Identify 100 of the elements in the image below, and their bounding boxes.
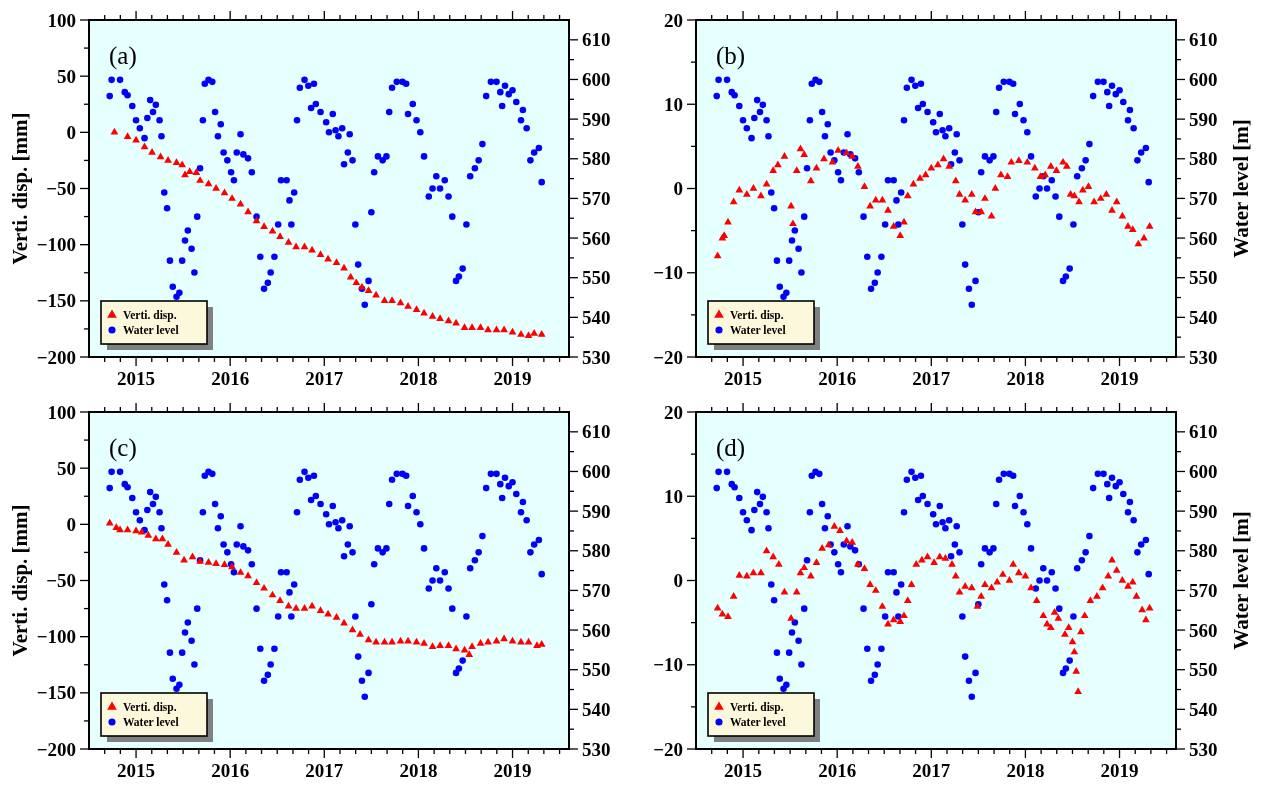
y2-tick-label: 550 [582,659,611,681]
point [412,637,421,645]
x-tick-label: 2019 [1100,368,1139,389]
x-tick-label: 2015 [724,760,763,781]
point [476,323,485,331]
point [444,641,453,648]
y-tick-label: 100 [47,9,76,31]
point [380,637,389,645]
point [436,314,444,322]
y-tick-label: 50 [57,65,76,87]
y2-tick-label: 610 [1189,29,1218,51]
y-axis-title: Verti. disp. [mm] [8,504,32,657]
point [436,641,444,648]
point [180,555,188,563]
y-tick-label: −200 [36,738,76,760]
y2-tick-label: 550 [1189,659,1218,681]
point [276,232,284,240]
point [468,323,476,331]
legend-label: Verti. disp. [730,309,784,323]
y2-tick-label: 600 [582,69,611,91]
point [158,534,167,542]
point [212,559,220,566]
point [244,571,252,579]
point [172,547,181,555]
x-tick-label: 2016 [818,368,857,389]
y2-tick-label: 580 [1189,540,1218,562]
y2-tick-label: 530 [1189,738,1218,760]
x-tick-label: 2016 [211,368,250,389]
point [476,638,485,646]
y2-tick-label: 610 [582,29,611,51]
point [172,158,181,165]
legend-label: Verti. disp. [123,701,177,715]
point [352,278,361,286]
point [156,152,165,160]
y2-tick-label: 590 [1189,108,1218,130]
x-tick-label: 2017 [912,760,951,781]
y-tick-label: 10 [664,485,683,507]
y2-tick-label: 540 [1189,307,1218,328]
y-tick-label: −150 [36,682,76,704]
point [260,222,268,229]
point [110,127,119,135]
point [220,560,229,568]
y-tick-label: 0 [66,513,76,535]
point [316,250,325,258]
y-tick-label: 0 [673,570,683,592]
point [268,226,277,234]
x-tick-label: 2017 [305,760,344,781]
point [404,301,412,309]
point [228,194,236,201]
x-tick-label: 2018 [1006,760,1045,781]
point [324,254,332,262]
point [452,318,460,326]
y-tick-label: −10 [653,262,683,284]
point [465,650,474,657]
point [428,642,437,650]
point [140,142,149,150]
point [151,534,160,542]
x-tick-label: 2016 [211,760,250,781]
y2-tick-label: 530 [1189,346,1218,368]
point [123,132,132,140]
point [252,578,261,585]
point [164,540,172,547]
y-tick-label: −100 [36,626,76,648]
annotation: (b) [716,42,746,70]
y-tick-label: −50 [46,178,76,200]
y-tick-label: −20 [653,346,683,368]
y2-tick-label: 590 [582,500,611,522]
y-tick-label: 0 [673,178,683,200]
x-tick-label: 2018 [399,368,438,389]
y-tick-label: −100 [36,234,76,256]
x-tick-label: 2015 [117,368,156,389]
y2-axis-title: Water level [m] [1229,119,1253,258]
y-tick-label: −50 [46,570,76,592]
y2-tick-label: 610 [1189,421,1218,443]
y2-tick-label: 580 [1189,148,1218,170]
point [348,625,357,633]
point [300,242,309,250]
point [508,327,517,335]
x-tick-label: 2019 [493,368,532,389]
y2-tick-label: 540 [582,307,611,328]
x-tick-label: 2018 [399,760,438,781]
y-tick-label: 0 [66,121,76,143]
point [492,325,501,333]
y2-tick-label: 560 [582,227,611,249]
y2-tick-label: 550 [1189,267,1218,289]
point [308,245,316,253]
point [284,237,293,245]
annotation: (c) [109,434,137,462]
y2-tick-label: 570 [582,580,611,602]
point [188,552,197,560]
y-tick-label: −10 [653,654,683,676]
point [332,258,341,265]
point [460,323,469,331]
y2-tick-label: 540 [582,699,611,720]
point [468,642,476,650]
y-tick-label: 100 [47,401,76,423]
point [364,286,373,293]
y2-tick-label: 540 [1189,699,1218,720]
point [148,148,156,155]
y2-tick-label: 570 [582,188,611,210]
